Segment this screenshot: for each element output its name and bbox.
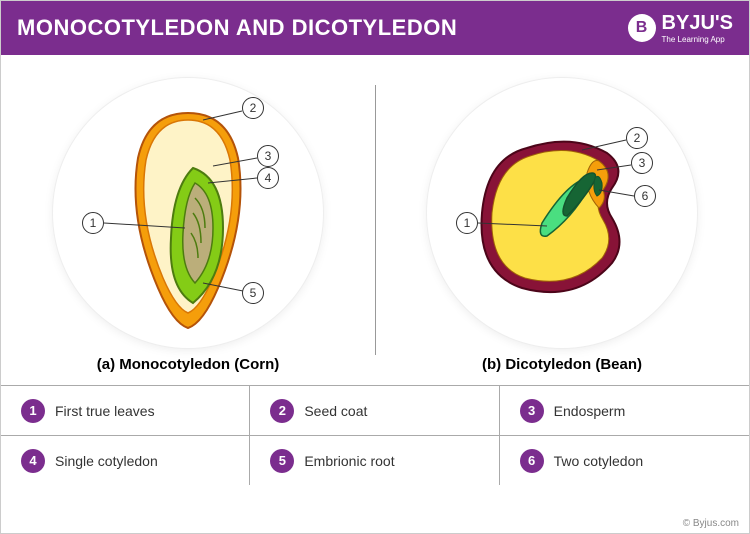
callout-corn-3: 3 xyxy=(257,145,279,167)
callout-bean-6: 6 xyxy=(634,185,656,207)
legend-num-4: 4 xyxy=(21,449,45,473)
corn-caption: (a) Monocotyledon (Corn) xyxy=(97,356,279,373)
callout-bean-1: 1 xyxy=(456,212,478,234)
infographic-container: MONOCOTYLEDON AND DICOTYLEDON B BYJU'S T… xyxy=(0,0,750,534)
legend-label-2: Seed coat xyxy=(304,403,367,419)
legend-num-6: 6 xyxy=(520,449,544,473)
brand-logo: B BYJU'S The Learning App xyxy=(628,12,733,44)
legend-num-3: 3 xyxy=(520,399,544,423)
legend-grid: 1 First true leaves 2 Seed coat 3 Endosp… xyxy=(1,385,749,485)
callout-bean-3: 3 xyxy=(631,152,653,174)
logo-icon: B xyxy=(628,14,656,42)
dicot-panel: 1 2 3 6 (b) Dicotyledon (Bean) xyxy=(375,55,749,385)
legend-label-6: Two cotyledon xyxy=(554,453,644,469)
callout-corn-5: 5 xyxy=(242,282,264,304)
legend-item-1: 1 First true leaves xyxy=(1,386,250,435)
monocot-panel: 1 2 3 4 5 (a) Monocotyledon (Corn) xyxy=(1,55,375,385)
legend-num-2: 2 xyxy=(270,399,294,423)
legend-item-5: 5 Embrionic root xyxy=(250,435,499,485)
main-title: MONOCOTYLEDON AND DICOTYLEDON xyxy=(17,15,457,41)
legend-label-5: Embrionic root xyxy=(304,453,394,469)
legend-label-4: Single cotyledon xyxy=(55,453,158,469)
copyright-text: © Byjus.com xyxy=(683,518,739,529)
legend-item-3: 3 Endosperm xyxy=(500,386,749,435)
logo-subtitle: The Learning App xyxy=(662,35,733,44)
legend-num-1: 1 xyxy=(21,399,45,423)
legend-item-6: 6 Two cotyledon xyxy=(500,435,749,485)
legend-num-5: 5 xyxy=(270,449,294,473)
diagram-area: 1 2 3 4 5 (a) Monocotyledon (Corn) xyxy=(1,55,749,385)
bean-caption: (b) Dicotyledon (Bean) xyxy=(482,356,642,373)
logo-text: BYJU'S xyxy=(662,12,733,35)
header-bar: MONOCOTYLEDON AND DICOTYLEDON B BYJU'S T… xyxy=(1,1,749,55)
callout-corn-1: 1 xyxy=(82,212,104,234)
callout-corn-4: 4 xyxy=(257,167,279,189)
bean-circle: 1 2 3 6 xyxy=(427,78,697,348)
callout-bean-2: 2 xyxy=(626,127,648,149)
legend-item-2: 2 Seed coat xyxy=(250,386,499,435)
legend-label-1: First true leaves xyxy=(55,403,155,419)
corn-circle: 1 2 3 4 5 xyxy=(53,78,323,348)
callout-corn-2: 2 xyxy=(242,97,264,119)
legend-label-3: Endosperm xyxy=(554,403,626,419)
legend-item-4: 4 Single cotyledon xyxy=(1,435,250,485)
